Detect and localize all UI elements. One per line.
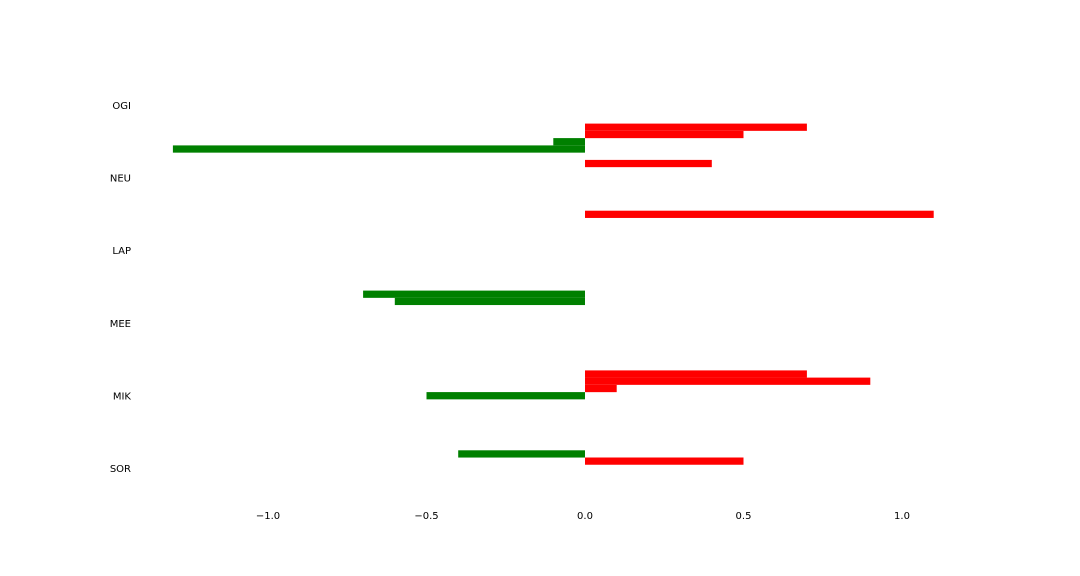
bar-lap-5 [585,210,934,218]
bar-mik-1 [585,384,617,393]
bar-mee-3 [394,297,585,306]
x-tick-label: −1.0 [256,511,280,522]
x-tick-labels: −1.0 −0.5 0.0 0.5 1.0 [256,511,910,522]
bar-mik-0 [426,392,585,400]
bar-neu-2 [585,159,712,168]
bar-mee-4 [363,290,585,298]
bar-neu-6 [585,130,744,139]
category-label-neu: NEU [110,174,131,185]
bar-sor-1 [585,457,744,465]
category-label-mee: MEE [110,319,131,330]
x-tick-label: 1.0 [894,511,910,522]
x-tick-label: 0.5 [736,511,752,522]
x-tick-label: 0.0 [577,511,593,522]
category-label-sor: SOR [110,464,131,475]
bar-neu-7 [585,123,807,131]
x-tick-label: −0.5 [414,511,438,522]
bar-sor-2 [458,450,585,458]
bar-neu-4 [172,145,585,153]
bar-mik-2 [585,377,871,385]
category-labels: SOR MIK MEE LAP NEU OGI [110,101,132,475]
bar-mik-3 [585,370,807,378]
category-label-mik: MIK [113,391,132,402]
category-label-lap: LAP [112,246,131,257]
category-label-ogi: OGI [112,101,131,112]
bars-layer [172,123,934,465]
bar-neu-5 [553,138,585,146]
